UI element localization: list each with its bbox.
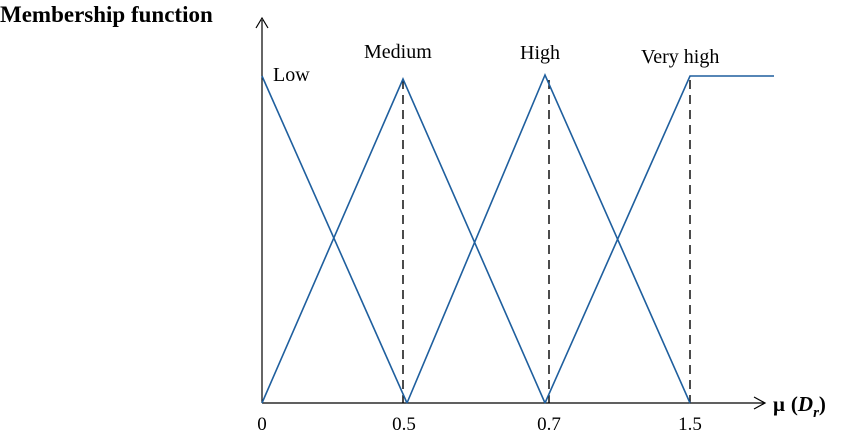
set-label-low: Low [273,64,310,86]
high-set-line [406,72,691,404]
low-set-line [261,75,408,404]
x-axis-label: μ (Dr) [773,392,826,421]
x-axis-label-symbol: μ [773,392,785,416]
x-axis-arrowhead [753,396,767,410]
tick-label-0-5: 0.5 [392,414,416,433]
x-axis-label-variable: D [797,392,813,416]
tick-label-0: 0 [257,414,267,433]
x-axis-label-close: ) [819,392,826,416]
y-axis-arrowhead [255,16,269,29]
tick-label-1-5: 1.5 [678,414,702,433]
set-label-very-high: Very high [641,46,719,68]
set-label-medium: Medium [364,41,432,63]
x-axis-label-open: ( [791,392,798,416]
diagram-title: Membership function [0,2,213,27]
tick-label-0-7: 0.7 [537,414,561,433]
x-axis-label-subscript: r [813,405,819,421]
very-high-set-line [544,75,774,404]
set-label-high: High [520,42,560,64]
medium-set-line [261,77,546,404]
